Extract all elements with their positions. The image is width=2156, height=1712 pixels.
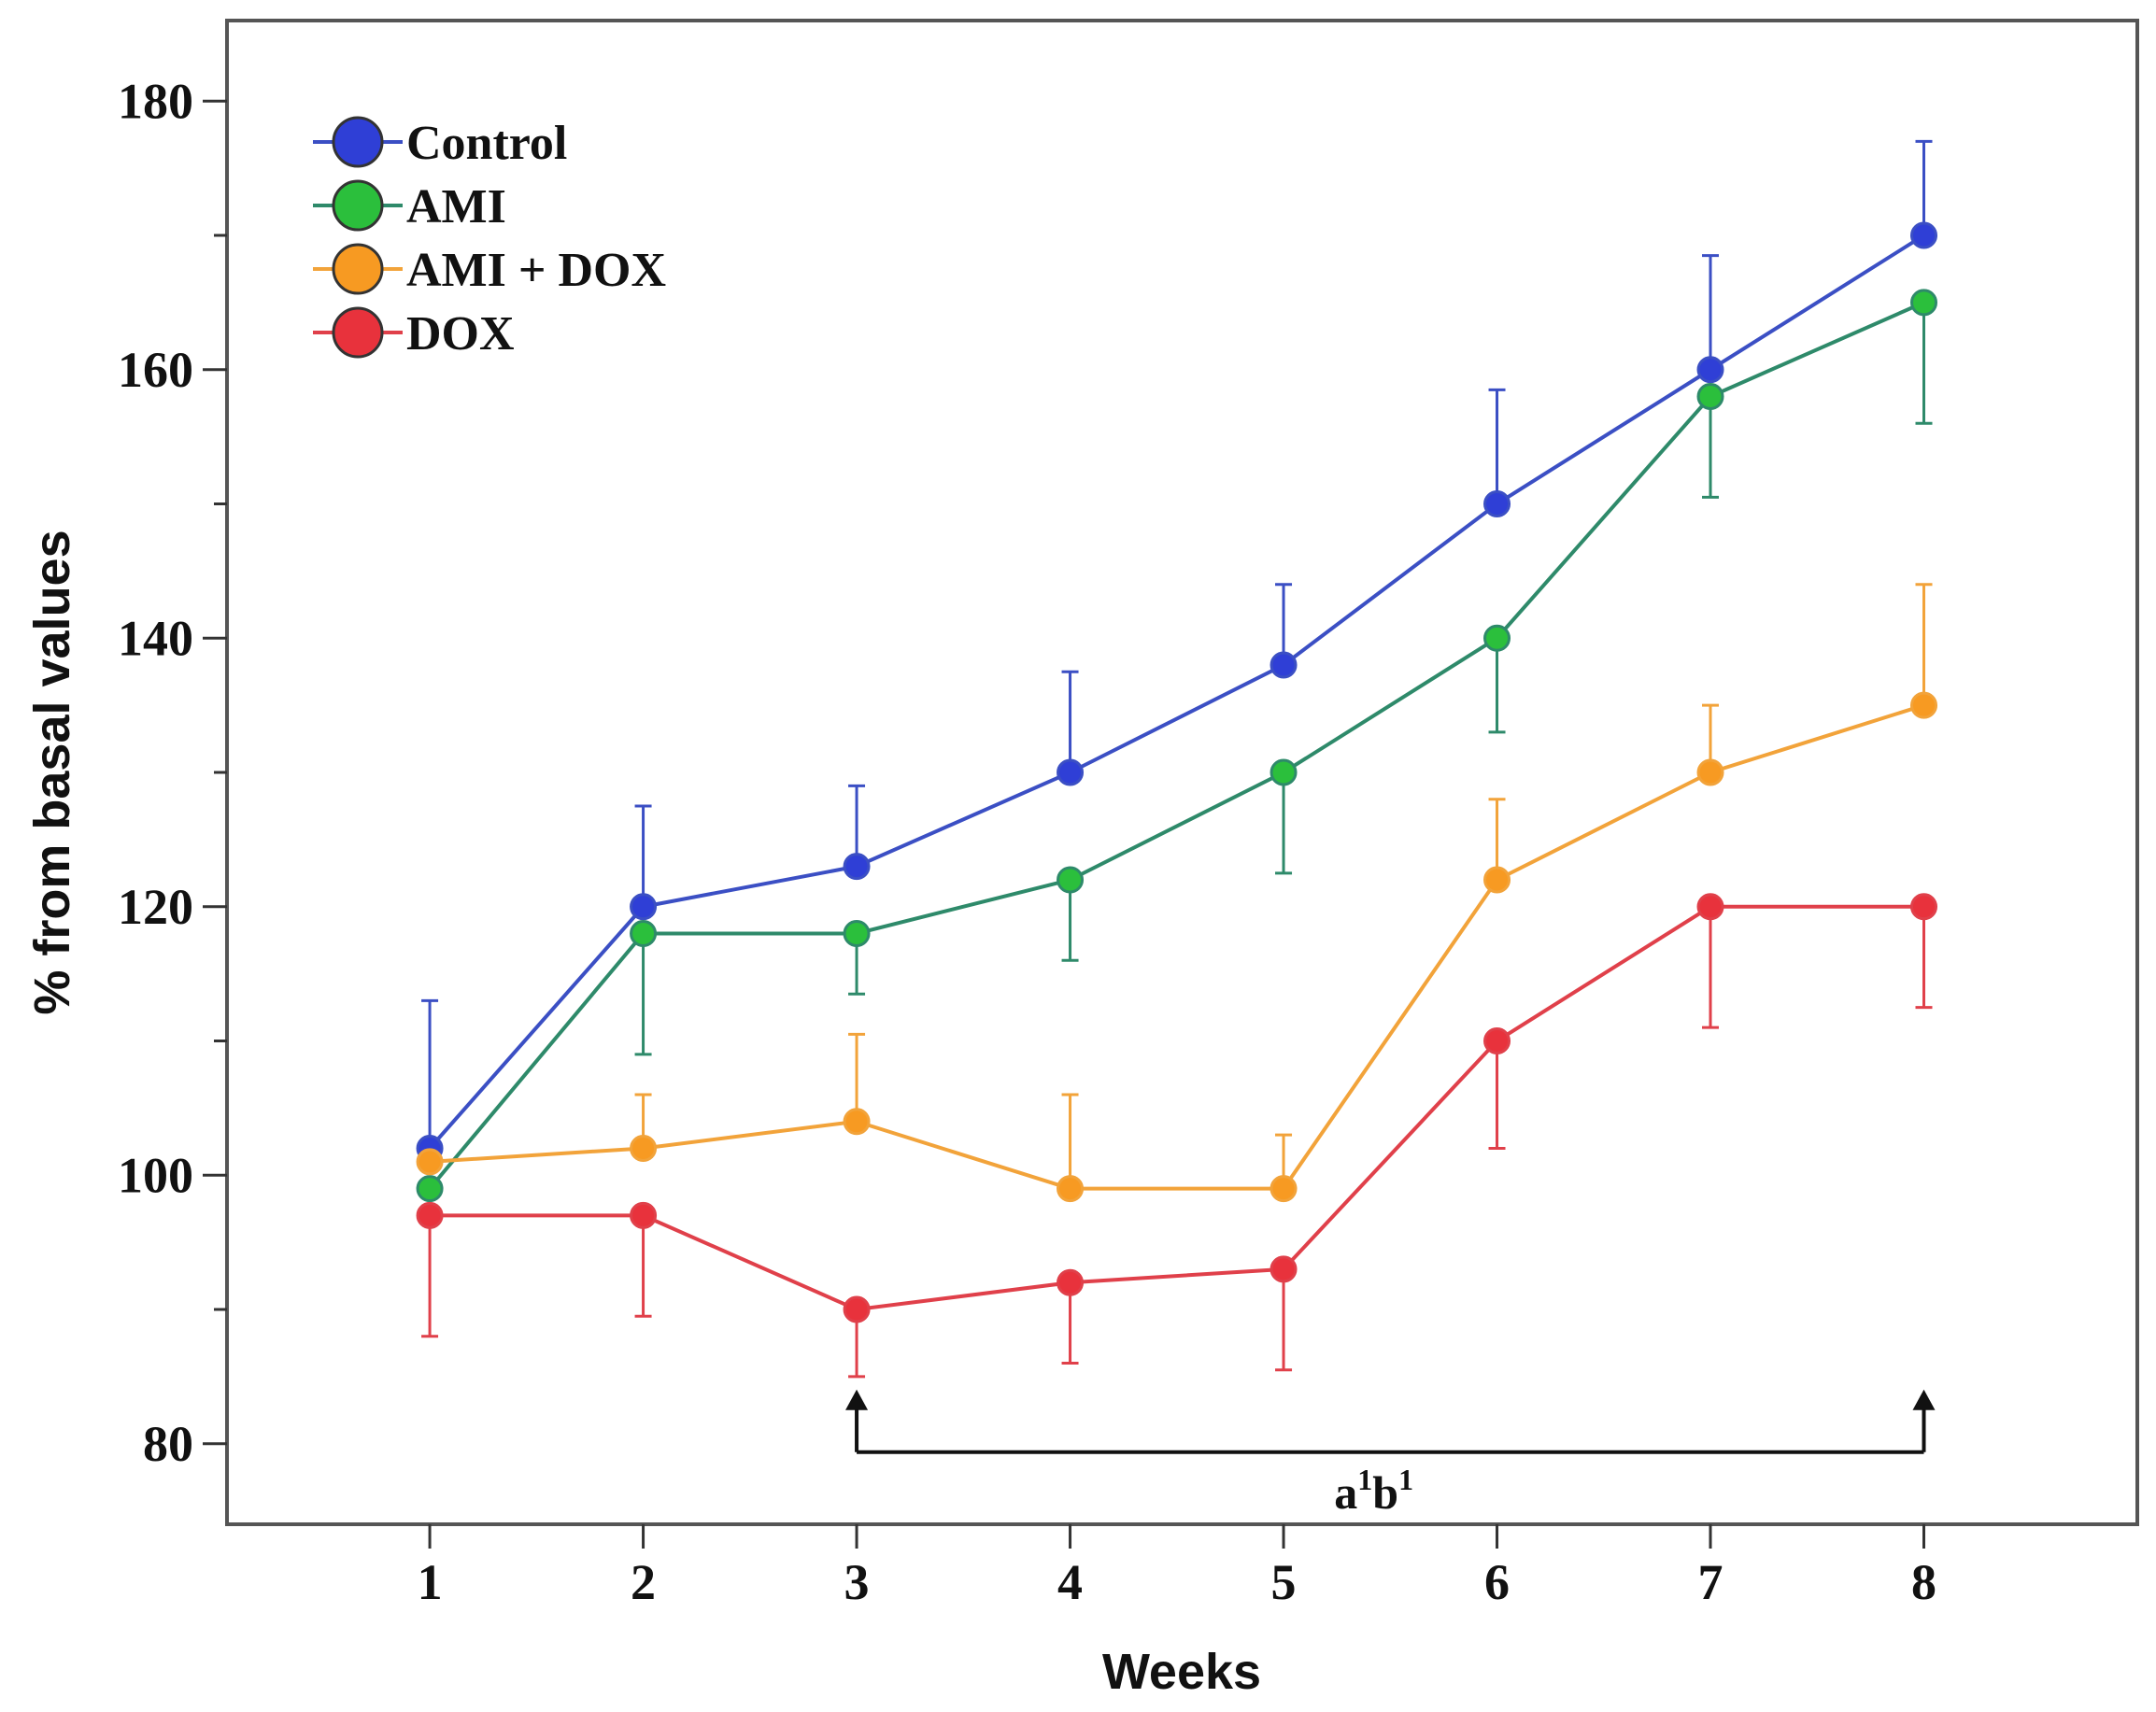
data-point-ami-dox — [416, 1148, 444, 1176]
legend-marker — [332, 306, 384, 359]
error-bars — [421, 139, 1933, 1379]
y-axis-title: % from basal values — [24, 530, 80, 1014]
series-lines — [428, 233, 1925, 1312]
series-line-dox — [430, 904, 1924, 1312]
legend-item: Control — [313, 116, 567, 170]
data-point-ami-dox — [843, 1108, 871, 1136]
x-axis: 1 2 3 4 5 6 7 8 — [418, 1524, 1936, 1610]
data-point-control — [630, 893, 658, 921]
data-point-ami — [1910, 289, 1938, 317]
arrow-head — [1912, 1389, 1936, 1410]
series-line-control — [428, 233, 1925, 1150]
x-tick-label: 4 — [1057, 1554, 1083, 1610]
data-point-dox — [1696, 893, 1724, 921]
x-tick-label: 2 — [631, 1554, 656, 1610]
series-markers — [416, 221, 1938, 1323]
legend-item: AMI + DOX — [313, 243, 666, 297]
arrow-head — [845, 1389, 869, 1410]
data-point-control — [1269, 651, 1298, 679]
data-point-control — [1483, 490, 1511, 517]
legend-marker — [332, 243, 384, 295]
data-point-ami — [1696, 383, 1724, 410]
significance-annotation: a1b1 — [845, 1389, 1936, 1519]
series-line-ami-dox — [429, 703, 1925, 1191]
data-point-dox — [843, 1295, 871, 1323]
y-tick-label: 100 — [118, 1147, 193, 1203]
data-point-ami-dox — [1057, 1175, 1085, 1203]
x-tick-label: 8 — [1911, 1554, 1936, 1610]
y-tick-label: 140 — [118, 610, 193, 666]
data-point-ami — [416, 1175, 444, 1203]
data-point-control — [1696, 356, 1724, 384]
data-point-dox — [1483, 1027, 1511, 1054]
data-point-dox — [1269, 1255, 1298, 1283]
legend-label: AMI + DOX — [406, 244, 666, 297]
data-point-control — [1910, 221, 1938, 249]
data-point-ami-dox — [1696, 758, 1724, 786]
data-point-ami-dox — [1269, 1175, 1298, 1203]
x-tick-label: 1 — [418, 1554, 443, 1610]
data-point-dox — [630, 1201, 658, 1229]
y-tick-label: 120 — [118, 879, 193, 935]
series-line-ami — [428, 301, 1925, 1190]
x-tick-label: 5 — [1271, 1554, 1297, 1610]
data-point-ami-dox — [630, 1135, 658, 1162]
x-tick-label: 3 — [844, 1554, 870, 1610]
data-point-dox — [1910, 893, 1938, 921]
data-point-ami — [843, 920, 871, 947]
annotation-label: a1b1 — [1334, 1463, 1413, 1519]
y-axis: 80 100 120 140 160 180 — [118, 73, 227, 1472]
y-tick-label: 160 — [118, 342, 193, 398]
y-tick-label: 180 — [118, 73, 193, 129]
x-axis-title: Weeks — [1102, 1644, 1261, 1700]
y-tick-label: 80 — [143, 1416, 193, 1472]
data-point-control — [843, 853, 871, 881]
legend-item: AMI — [313, 179, 506, 233]
data-point-dox — [416, 1201, 444, 1229]
data-point-dox — [1057, 1268, 1085, 1296]
legend-marker — [332, 116, 384, 168]
x-tick-label: 7 — [1698, 1554, 1723, 1610]
legend-label: Control — [406, 117, 567, 170]
data-point-ami — [1269, 758, 1298, 786]
x-tick-label: 6 — [1484, 1554, 1510, 1610]
data-point-ami — [1483, 624, 1511, 652]
legend-label: AMI — [406, 180, 506, 233]
legend-marker — [332, 179, 384, 232]
data-point-ami — [1057, 866, 1085, 894]
data-point-control — [1057, 758, 1085, 786]
data-point-ami-dox — [1483, 866, 1511, 894]
legend: Control AMI AMI + DOX DOX — [313, 116, 666, 361]
legend-label: DOX — [406, 307, 515, 361]
data-point-ami — [630, 920, 658, 947]
data-point-ami-dox — [1910, 691, 1938, 719]
legend-item: DOX — [313, 306, 515, 361]
